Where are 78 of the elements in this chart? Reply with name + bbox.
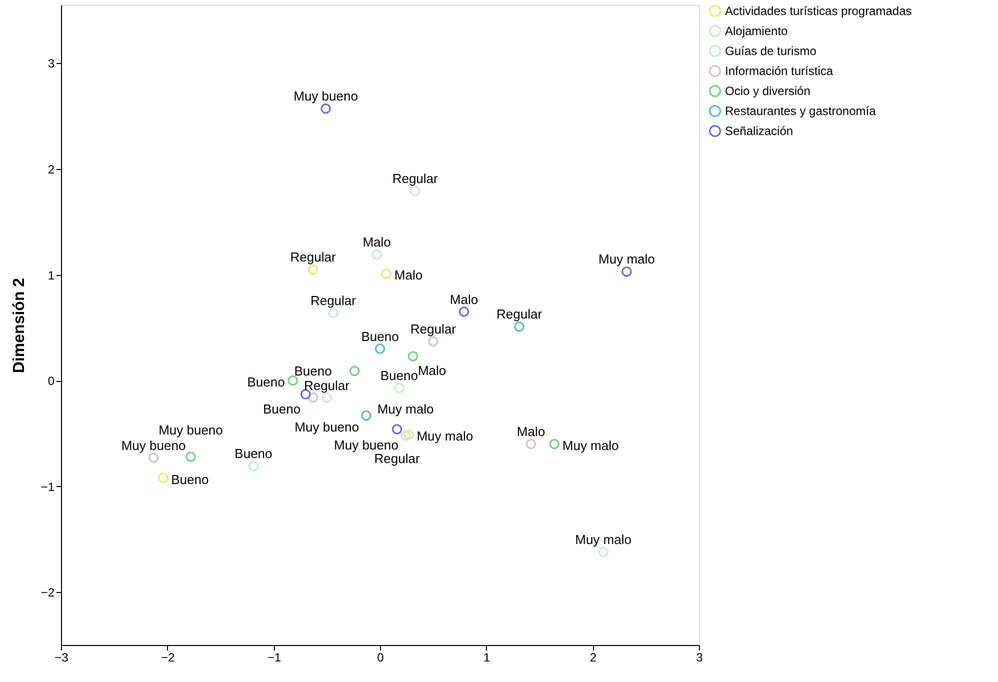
point [381,268,392,279]
x-tick-label: 3 [696,650,704,664]
annotation: Muy malo [598,252,655,267]
x-tick-label: 0 [377,650,384,664]
point [349,366,360,376]
point [598,546,608,558]
legend-label: Alojamiento [725,24,788,38]
point [308,264,318,275]
point [404,429,414,440]
annotation: Regular [410,321,457,336]
annotation: Regular [310,292,357,308]
legend-label: Información turística [725,64,834,78]
annotation: Muy malo [562,438,619,454]
point [549,438,560,450]
annotation: Bueno [234,446,272,462]
point [410,186,420,196]
point [400,430,411,441]
point [514,321,524,332]
annotation: Bueno [294,363,332,378]
annotation: Muy bueno [294,88,358,104]
y-tick-label: 0 [48,374,55,388]
annotation: Regular [290,249,336,264]
x-tick-label: −2 [160,650,175,664]
point [248,461,259,472]
y-axis-title: Dimensión 2 [10,278,28,374]
point [392,424,402,434]
annotation: Malo [394,268,423,283]
annotation: Muy bueno [158,422,223,438]
annotation: Regular [392,171,439,186]
annotation: Malo [362,234,391,250]
point [308,392,318,403]
point [526,438,536,450]
point [408,351,418,362]
point [148,452,159,463]
point [372,250,382,260]
x-tick-label: 2 [590,650,597,664]
annotation: Bueno [247,374,285,390]
annotation: Regular [374,451,420,466]
annotation: Bueno [171,472,209,487]
point [288,375,298,386]
y-tick-label: −1 [40,480,55,494]
annotation: Muy bueno [334,437,398,452]
legend-label: Restaurantes y gastronomía [725,104,876,118]
point [458,306,470,317]
annotation: Bueno [361,328,399,344]
point [328,308,338,318]
annotation: Bueno [380,368,418,383]
y-tick-label: 2 [48,162,55,176]
point [622,266,632,277]
annotation: Muy bueno [121,438,186,453]
x-tick-label: −1 [267,650,282,664]
legend-label: Guías de turismo [725,44,817,58]
legend-label: Ocio y diversión [725,84,810,98]
annotation: Muy bueno [294,419,359,434]
annotation: Malo [418,363,446,378]
annotation: Muy malo [575,532,632,547]
annotation: Muy malo [416,428,474,444]
annotation: Regular [304,378,350,394]
point [428,336,438,347]
annotation: Regular [496,306,543,322]
point [186,452,196,462]
point [322,392,332,403]
annotation: Bueno [262,401,301,416]
legend-label: Actividades turísticas programadas [725,4,912,18]
point [158,472,168,483]
y-tick-label: −2 [40,586,55,600]
annotation: Muy malo [377,402,434,417]
point [361,410,372,421]
point [320,104,331,114]
point [374,344,386,354]
x-tick-label: −3 [54,650,69,664]
y-tick-label: 3 [48,56,55,71]
legend-label: Señalización [725,124,794,138]
x-tick-label: 1 [483,650,490,664]
point [394,382,404,394]
y-tick-label: 1 [48,268,55,282]
annotation: Malo [450,292,478,307]
annotation: Malo [516,424,546,440]
